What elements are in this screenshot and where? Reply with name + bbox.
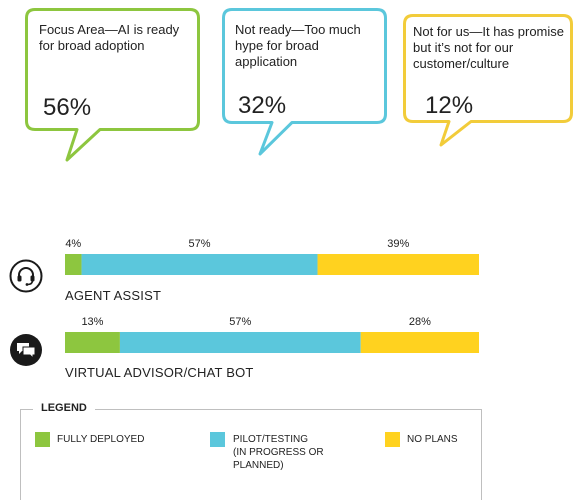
data-label-agent-assist-fully-deployed: 4% bbox=[65, 238, 81, 250]
legend-label-pilot-testing-line3: PLANNED) bbox=[233, 460, 284, 471]
bar-segment-agent-assist-no-plans bbox=[317, 254, 479, 275]
data-label-virtual-advisor-chat-bot-fully-deployed: 13% bbox=[81, 316, 103, 328]
bubble-focus-area-text: Focus Area—AI is ready for broad adoptio… bbox=[39, 22, 180, 53]
data-label-agent-assist-pilot-testing-in-progress-or-planned: 57% bbox=[189, 238, 211, 250]
category-label-agent-assist: AGENT ASSIST bbox=[65, 288, 162, 303]
data-label-agent-assist-no-plans: 39% bbox=[387, 238, 409, 250]
data-label-virtual-advisor-chat-bot-pilot-testing-in-progress-or-planned: 57% bbox=[229, 316, 251, 328]
legend-title: LEGEND bbox=[33, 402, 95, 414]
bubble-focus-area-value: 56% bbox=[43, 94, 92, 121]
bar-segment-virtual-advisor-chat-bot-no-plans bbox=[360, 332, 479, 353]
data-label-virtual-advisor-chat-bot-no-plans: 28% bbox=[409, 316, 431, 328]
bubble-not-ready-text: Not ready—Too much hype for broad applic… bbox=[235, 22, 361, 69]
headset-icon bbox=[9, 259, 43, 293]
bar-segment-agent-assist-fully-deployed bbox=[65, 254, 82, 275]
legend-label-pilot-testing-line2: (IN PROGRESS OR bbox=[233, 447, 324, 458]
category-label-virtual-advisor: VIRTUAL ADVISOR/CHAT BOT bbox=[65, 365, 254, 380]
legend-swatch-fully-deployed bbox=[35, 432, 50, 447]
bubble-not-for-us-text: Not for us—It has promise but it’s not f… bbox=[413, 24, 564, 71]
bubble-not-for-us-shape bbox=[403, 14, 573, 147]
legend-swatch-pilot-testing bbox=[210, 432, 225, 447]
legend-box bbox=[20, 409, 482, 500]
bar-segment-virtual-advisor-chat-bot-fully-deployed bbox=[65, 332, 120, 353]
bubble-not-for-us-value: 12% bbox=[425, 92, 474, 119]
bubble-not-ready: Not ready—Too much hype for broad applic… bbox=[222, 8, 387, 158]
bubble-not-for-us: Not for us—It has promise but it’s not f… bbox=[403, 14, 573, 149]
legend-label-no-plans: NO PLANS bbox=[407, 434, 458, 445]
legend-label-pilot-testing: PILOT/TESTING (IN PROGRESS OR PLANNED) bbox=[233, 433, 324, 472]
bar-segment-agent-assist-pilot-testing-in-progress-or-planned bbox=[81, 254, 318, 275]
bubble-focus-area: Focus Area—AI is ready for broad adoptio… bbox=[25, 8, 200, 163]
bubble-not-ready-shape bbox=[222, 8, 387, 156]
legend-swatch-no-plans bbox=[385, 432, 400, 447]
bubble-not-ready-value: 32% bbox=[238, 92, 287, 119]
chat-icon bbox=[9, 333, 43, 367]
bubble-focus-area-shape bbox=[25, 8, 200, 162]
legend-label-fully-deployed: FULLY DEPLOYED bbox=[57, 434, 145, 445]
bar-segment-virtual-advisor-chat-bot-pilot-testing-in-progress-or-planned bbox=[119, 332, 361, 353]
legend-label-pilot-testing-line1: PILOT/TESTING bbox=[233, 434, 309, 445]
